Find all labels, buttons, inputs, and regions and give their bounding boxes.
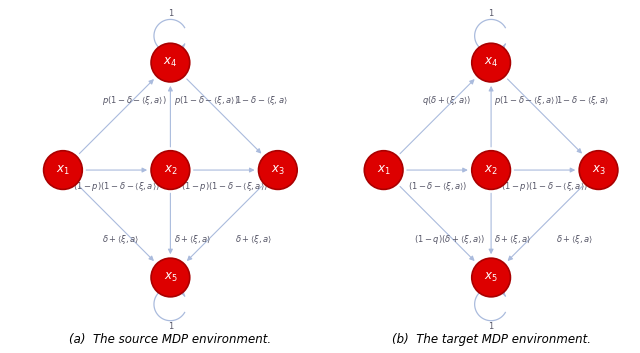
Text: $\delta+\langle\xi,a\rangle$: $\delta+\langle\xi,a\rangle$ — [173, 233, 211, 246]
Text: $x_4$: $x_4$ — [484, 56, 498, 69]
Text: $x_1$: $x_1$ — [56, 163, 70, 176]
Text: $(1-p)(1-\delta-\langle\xi,a\rangle)$: $(1-p)(1-\delta-\langle\xi,a\rangle)$ — [180, 180, 268, 193]
Text: $\delta+\langle\xi,a\rangle$: $\delta+\langle\xi,a\rangle$ — [235, 233, 272, 246]
Text: $(1-p)(1-\delta-\langle\xi,a\rangle)$: $(1-p)(1-\delta-\langle\xi,a\rangle)$ — [73, 180, 160, 193]
Text: $\delta+\langle\xi,a\rangle$: $\delta+\langle\xi,a\rangle$ — [494, 233, 532, 246]
Text: $x_2$: $x_2$ — [164, 163, 177, 176]
Text: $x_4$: $x_4$ — [163, 56, 177, 69]
Text: $x_5$: $x_5$ — [163, 271, 177, 284]
Text: $p(1-\delta-\langle\xi,a\rangle)$: $p(1-\delta-\langle\xi,a\rangle)$ — [494, 94, 559, 107]
Circle shape — [151, 258, 189, 297]
Circle shape — [472, 43, 511, 82]
Text: $p(1-\delta-\langle\xi,a\rangle)$: $p(1-\delta-\langle\xi,a\rangle)$ — [102, 94, 166, 107]
Text: $(1-q)(\delta+\langle\xi,a\rangle)$: $(1-q)(\delta+\langle\xi,a\rangle)$ — [413, 233, 485, 246]
Text: $(1-p)(1-\delta-\langle\xi,a\rangle)$: $(1-p)(1-\delta-\langle\xi,a\rangle)$ — [501, 180, 588, 193]
Circle shape — [151, 151, 189, 190]
Text: $(1-\delta-\langle\xi,a\rangle)$: $(1-\delta-\langle\xi,a\rangle)$ — [408, 180, 467, 193]
Text: (a)  The source MDP environment.: (a) The source MDP environment. — [69, 333, 271, 346]
Circle shape — [579, 151, 618, 190]
Text: $x_5$: $x_5$ — [484, 271, 498, 284]
Text: 1: 1 — [488, 322, 493, 331]
Circle shape — [259, 151, 297, 190]
Text: $x_2$: $x_2$ — [484, 163, 498, 176]
Text: $1-\delta-\langle\xi,a\rangle$: $1-\delta-\langle\xi,a\rangle$ — [556, 94, 609, 107]
Text: $\delta+\langle\xi,a\rangle$: $\delta+\langle\xi,a\rangle$ — [102, 233, 139, 246]
Circle shape — [472, 151, 511, 190]
Text: $q(\delta+\langle\xi,a\rangle)$: $q(\delta+\langle\xi,a\rangle)$ — [422, 94, 472, 107]
Circle shape — [44, 151, 83, 190]
Text: $x_3$: $x_3$ — [271, 163, 285, 176]
Text: $x_1$: $x_1$ — [377, 163, 390, 176]
Text: 1: 1 — [488, 9, 493, 18]
Circle shape — [472, 258, 511, 297]
Circle shape — [364, 151, 403, 190]
Text: $p(1-\delta-\langle\xi,a\rangle)$: $p(1-\delta-\langle\xi,a\rangle)$ — [173, 94, 239, 107]
Text: (b)  The target MDP environment.: (b) The target MDP environment. — [392, 333, 591, 346]
Circle shape — [151, 43, 189, 82]
Text: 1: 1 — [168, 322, 173, 331]
Text: 1: 1 — [168, 9, 173, 18]
Text: $\delta+\langle\xi,a\rangle$: $\delta+\langle\xi,a\rangle$ — [556, 233, 593, 246]
Text: $1-\delta-\langle\xi,a\rangle$: $1-\delta-\langle\xi,a\rangle$ — [235, 94, 288, 107]
Text: $x_3$: $x_3$ — [591, 163, 605, 176]
